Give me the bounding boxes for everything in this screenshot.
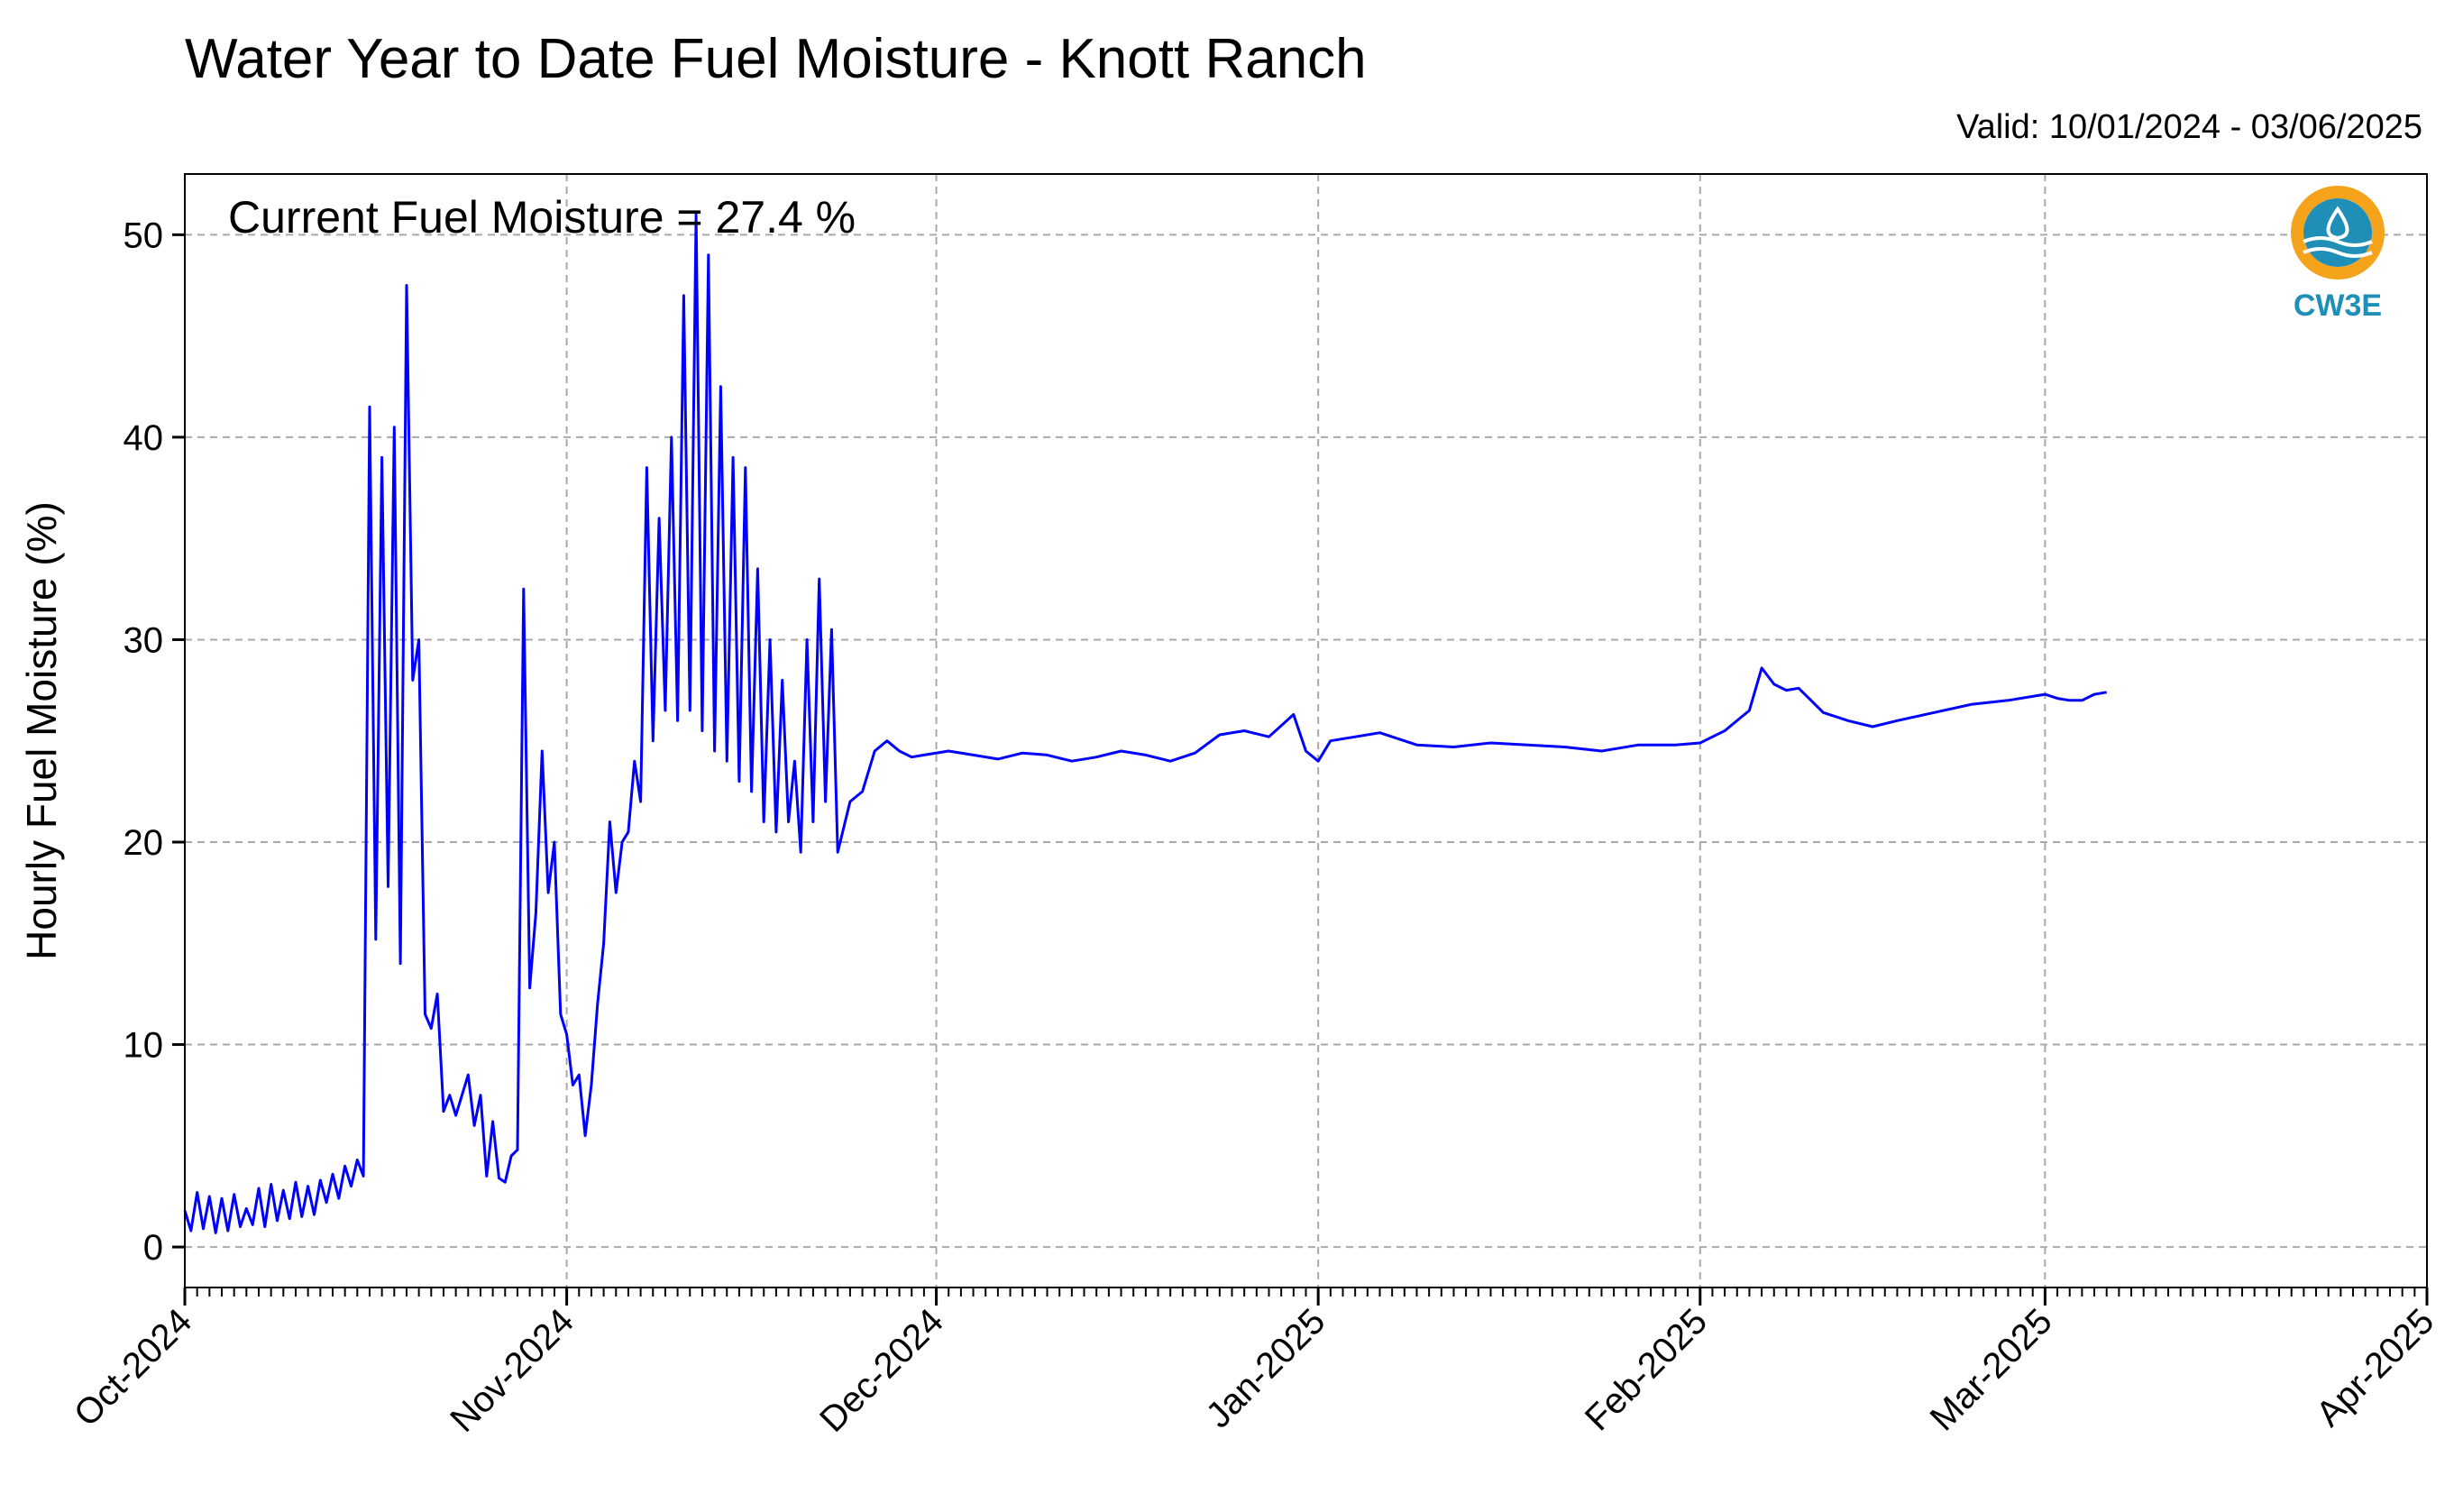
logo-wave-line [2303,236,2373,247]
logo-wave-line [2303,247,2373,258]
y-axis-label: Hourly Fuel Moisture (%) [18,501,65,960]
cw3e-logo-ring-icon [2291,186,2385,279]
x-tick-label: Dec-2024 [812,1301,951,1440]
x-axis: Oct-2024 Nov-2024 Dec-2024 Jan-2025 Feb-2025… [67,1287,2441,1440]
x-tick-label: Feb-2025 [1578,1301,1715,1438]
water-drop-icon [2326,206,2349,241]
y-tick-label: 50 [124,215,164,255]
x-tick-label: Mar-2025 [1923,1301,2060,1438]
valid-date-range: Valid: 10/01/2024 - 03/06/2025 [1956,108,2422,146]
x-tick-label: Nov-2024 [443,1301,581,1440]
current-fuel-moisture-annotation: Current Fuel Moisture = 27.4 % [228,192,856,243]
y-tick-label: 10 [124,1026,164,1066]
cw3e-logo: CW3E [2291,186,2385,323]
series-layer [183,213,2107,1234]
y-tick-label: 20 [124,823,164,863]
x-tick-label: Apr-2025 [2309,1301,2441,1434]
fuel-moisture-line [183,213,2107,1234]
y-axis: 0 10 20 30 40 50 [124,215,185,1268]
x-tick-label: Jan-2025 [1198,1301,1332,1435]
y-tick-label: 30 [124,620,164,660]
y-tick-label: 40 [124,418,164,458]
cw3e-logo-label: CW3E [2294,289,2382,323]
cw3e-wave-icon [2303,198,2373,267]
x-tick-label: Oct-2024 [67,1301,199,1434]
chart-title: Water Year to Date Fuel Moisture - Knott… [185,28,1367,90]
y-tick-label: 0 [143,1228,163,1268]
grid-lines [185,174,2427,1287]
